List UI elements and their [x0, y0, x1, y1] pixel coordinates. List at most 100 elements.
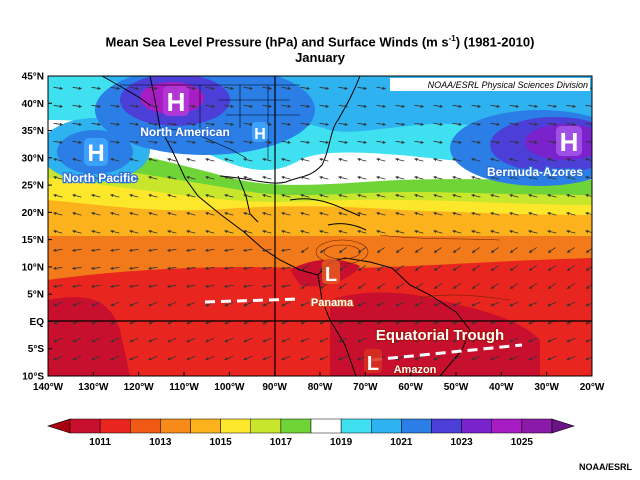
wind-arrow [129, 104, 139, 108]
wind-arrow [585, 140, 592, 144]
wind-arrow [395, 229, 405, 234]
wind-arrow [53, 337, 63, 343]
wind-arrow [376, 211, 386, 216]
wind-arrow [224, 211, 234, 216]
wind-arrow [300, 140, 310, 144]
wind-arrow [471, 229, 481, 234]
wind-arrow [376, 86, 386, 90]
wind-arrow [338, 122, 348, 126]
wind-arrow [148, 175, 158, 180]
wind-arrow [528, 337, 538, 343]
wind-arrow [281, 86, 291, 90]
wind-arrow [547, 193, 557, 198]
wind-arrow [300, 229, 310, 234]
label-panama: Panama [311, 297, 354, 309]
wind-arrow [243, 140, 253, 144]
wind-arrow [129, 284, 139, 288]
page-subtitle: January [295, 50, 345, 65]
wind-arrow [528, 211, 538, 216]
wind-arrow [433, 175, 443, 180]
wind-arrow [509, 122, 519, 126]
lat-tick-label: EQ [30, 317, 45, 328]
lat-ticks: 45°N 40°N 35°N 30°N 25°N 20°N 15°N 10°N 5°N EQ 5°S… [22, 72, 52, 383]
wind-arrow [585, 193, 592, 198]
wind-arrow [585, 284, 592, 289]
wind-arrow [53, 193, 63, 198]
colorbar-segment [280, 418, 312, 434]
wind-arrow [471, 140, 481, 144]
wind-arrow [585, 122, 592, 126]
wind-arrow [433, 355, 443, 361]
wind-arrow [414, 301, 424, 307]
wind-arrow [129, 248, 139, 252]
wind-arrow [110, 248, 120, 252]
colorbar-segment [220, 418, 251, 434]
wind-arrow [319, 193, 329, 198]
wind-arrow [300, 175, 310, 180]
wind-arrow [129, 122, 139, 126]
wind-arrow [414, 122, 424, 126]
colorbar [47, 418, 575, 434]
wind-arrow [281, 104, 291, 108]
wind-arrow [91, 193, 101, 198]
lon-tick-label: 50°W [444, 382, 469, 393]
wind-arrow [395, 211, 405, 216]
wind-arrow [110, 157, 120, 162]
lat-tick-label: 5°S [28, 344, 45, 355]
wind-arrow [566, 211, 576, 216]
colorbar-segment [521, 418, 553, 434]
wind-arrow [281, 175, 291, 180]
wind-arrow [357, 193, 367, 198]
wind-arrow [129, 337, 139, 343]
wind-arrow [414, 193, 424, 198]
wind-arrow [471, 355, 481, 361]
wind-arrow [452, 355, 462, 361]
wind-arrow [129, 355, 139, 361]
wind-arrow [91, 122, 101, 126]
wind-arrow [490, 211, 500, 216]
lat-tick-label: 30°N [22, 153, 44, 164]
wind-arrow [547, 122, 557, 126]
wind-arrow [566, 104, 576, 108]
title-superscript: -1 [448, 34, 456, 43]
wind-arrow [547, 229, 557, 234]
wind-arrow [148, 104, 158, 108]
wind-arrow [72, 140, 82, 144]
lon-tick-label: 60°W [398, 382, 423, 393]
wind-arrow [395, 175, 405, 180]
wind-arrow [509, 283, 518, 289]
wind-arrow [357, 157, 367, 162]
wind-arrow [452, 157, 462, 162]
wind-arrow [205, 355, 215, 361]
lon-ticks: 140°W 130°W 120°W 110°W 100°W 90°W 80°W 70°W 60°… [33, 372, 605, 393]
wind-arrow [528, 229, 538, 234]
lon-tick-label: 70°W [353, 382, 378, 393]
wind-arrow [414, 104, 424, 108]
wind-arrow [72, 355, 82, 361]
wind-arrow [471, 104, 481, 108]
svg-text:L: L [325, 264, 337, 286]
wind-arrow [224, 284, 234, 288]
wind-arrow [395, 122, 405, 126]
wind-arrow [547, 211, 557, 216]
wind-arrow [53, 211, 63, 216]
wind-arrow [129, 157, 139, 162]
wind-arrow [224, 229, 234, 234]
wind-arrow [338, 175, 348, 180]
colorbar-segment [310, 418, 342, 434]
wind-arrow [262, 175, 272, 180]
wind-arrow [243, 355, 253, 361]
wind-arrow [509, 301, 519, 307]
low-panama-symbol: L [322, 260, 340, 286]
wind-arrow [262, 86, 272, 90]
lat-tick-label: 20°N [22, 208, 44, 219]
wind-arrow [72, 337, 82, 343]
wind-arrow [509, 157, 519, 162]
wind-arrow [281, 211, 291, 216]
wind-arrow [528, 140, 538, 144]
wind-arrow [243, 266, 253, 270]
wind-arrow [585, 320, 592, 325]
wind-arrow [490, 175, 500, 180]
wind-arrow [148, 140, 158, 144]
wind-arrow [300, 122, 310, 126]
